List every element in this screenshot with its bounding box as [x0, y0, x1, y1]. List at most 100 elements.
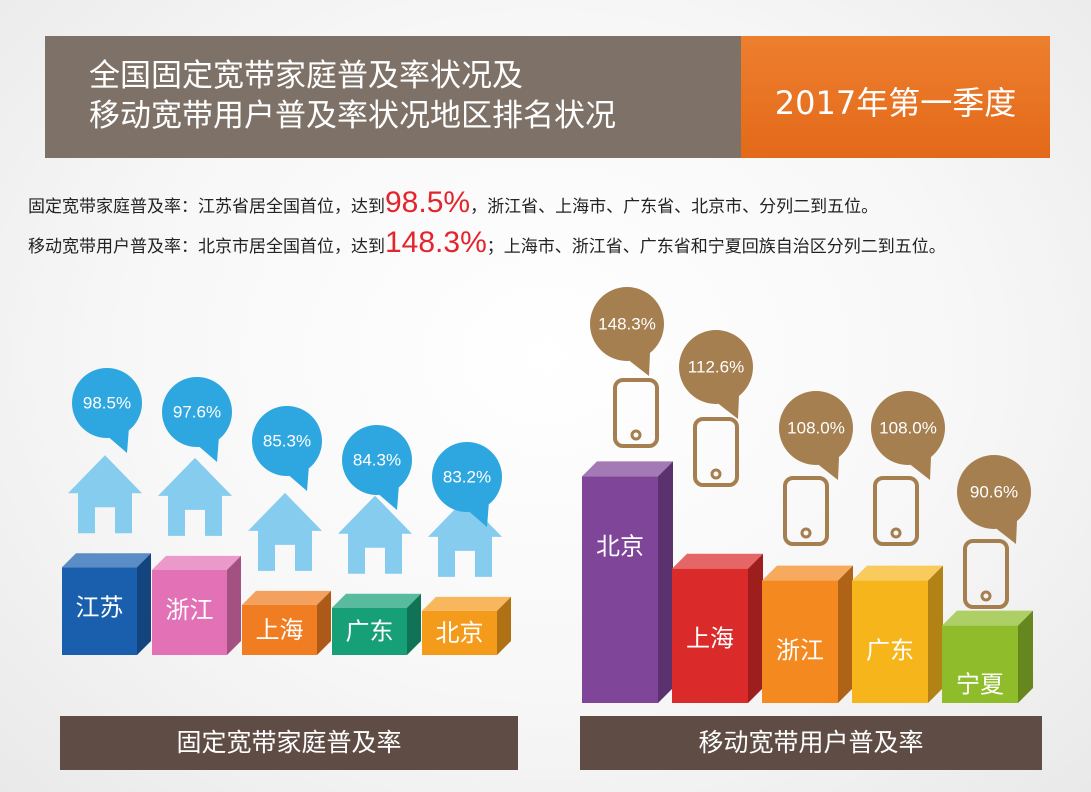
- house-shape: [248, 492, 322, 571]
- mobile-value-bubble-3-tail: [910, 456, 931, 480]
- mobile-value-bubble-3: 108.0%: [871, 391, 945, 480]
- phone-body: [693, 417, 739, 487]
- mobile-bar-label-0: 北京: [596, 532, 644, 560]
- header-title-panel: 全国固定宽带家庭普及率状况及 移动宽带用户普及率状况地区排名状况: [45, 36, 741, 158]
- fixed-bar-3-side: [407, 593, 421, 655]
- fixed-value-bubble-4: 83.2%: [432, 442, 502, 527]
- header-period-panel: 2017年第一季度: [741, 36, 1050, 158]
- fixed-bar-4-front: [422, 610, 497, 655]
- fixed-bar-1: [152, 555, 241, 655]
- mobile-value-bubble-1-label: 112.6%: [688, 358, 744, 377]
- mobile-bar-label-4: 宁夏: [956, 670, 1004, 698]
- fixed-value-bubble-2: 85.3%: [252, 406, 322, 491]
- phone-body: [873, 476, 919, 546]
- fixed-value-bubble-2-circle: [252, 406, 322, 476]
- mobile-bar-2-side: [838, 565, 853, 703]
- mobile-value-bubble-0-label: 148.3%: [598, 315, 656, 334]
- fixed-value-bubble-4-tail: [469, 504, 489, 527]
- fixed-value-bubble-1-tail: [199, 439, 219, 462]
- mobile-value-bubble-2: 108.0%: [779, 391, 853, 480]
- phone-button: [800, 527, 812, 539]
- fixed-value-bubble-4-label: 83.2%: [443, 468, 491, 487]
- mobile-bar-2: [762, 565, 853, 703]
- phone-icon: [963, 539, 1009, 609]
- fixed-value-bubble-4-circle: [432, 442, 502, 512]
- fixed-bar-0: [62, 553, 151, 655]
- mobile-summary-prefix: 移动宽带用户普及率：北京市居全国首位，达到: [28, 237, 385, 257]
- phone-button: [630, 429, 642, 441]
- fixed-bar-0-side: [137, 553, 151, 655]
- fixed-bar-label-4: 北京: [436, 619, 484, 647]
- mobile-value-bubble-4-label: 90.6%: [970, 483, 1018, 502]
- house-icon: [338, 495, 412, 574]
- fixed-value-bubble-2-tail: [289, 468, 309, 491]
- phone-icon: [693, 417, 739, 487]
- mobile-bar-1-top: [672, 553, 763, 569]
- mobile-bar-3: [852, 565, 943, 703]
- fixed-bar-label-1: 浙江: [166, 596, 214, 624]
- mobile-value-bubble-4-tail: [996, 520, 1017, 544]
- fixed-broadband-chart: 江苏 98.5% 浙江 97.6% 上海 85.3% 广东 84.3% 北京 83.2%: [62, 368, 511, 655]
- fixed-bar-2: [242, 590, 331, 655]
- fixed-value-bubble-1-circle: [162, 377, 232, 447]
- phone-body: [963, 539, 1009, 609]
- house-icon: [248, 492, 322, 571]
- fixed-summary-value: 98.5%: [385, 186, 471, 219]
- page-title: 全国固定宽带家庭普及率状况及 移动宽带用户普及率状况地区排名状况: [89, 56, 616, 136]
- mobile-bar-4-top: [942, 610, 1033, 626]
- fixed-value-bubble-0-tail: [109, 430, 129, 453]
- mobile-bar-0-front: [582, 476, 658, 703]
- fixed-bar-0-front: [62, 567, 137, 655]
- fixed-value-bubble-3-tail: [379, 487, 399, 510]
- fixed-chart-footer: 固定宽带家庭普及率: [60, 716, 518, 770]
- mobile-bar-2-front: [762, 580, 838, 703]
- title-line-2: 移动宽带用户普及率状况地区排名状况: [89, 98, 616, 134]
- fixed-value-bubble-3-label: 84.3%: [353, 451, 401, 470]
- mobile-bar-3-front: [852, 580, 928, 703]
- fixed-value-bubble-2-label: 85.3%: [263, 432, 311, 451]
- fixed-bar-1-front: [152, 569, 227, 655]
- mobile-value-bubble-2-label: 108.0%: [787, 419, 845, 438]
- period-label: 2017年第一季度: [774, 84, 1017, 122]
- phone-button: [710, 468, 722, 480]
- house-shape: [158, 457, 232, 536]
- fixed-value-bubble-0-circle: [72, 368, 142, 438]
- fixed-bar-1-top: [152, 555, 241, 570]
- fixed-summary-prefix: 固定宽带家庭普及率：江苏省居全国首位，达到: [28, 197, 385, 217]
- mobile-bar-4-side: [1018, 610, 1033, 703]
- fixed-value-bubble-1-label: 97.6%: [173, 403, 221, 422]
- house-icon: [68, 455, 142, 534]
- mobile-bar-label-3: 广东: [866, 637, 914, 665]
- title-line-1: 全国固定宽带家庭普及率状况及: [89, 58, 523, 94]
- mobile-value-bubble-1-tail: [718, 395, 739, 419]
- mobile-value-bubble-3-label: 108.0%: [879, 419, 937, 438]
- mobile-summary: 移动宽带用户普及率：北京市居全国首位，达到148.3%；上海市、浙江省、广东省和…: [28, 226, 946, 260]
- fixed-bar-3: [332, 593, 421, 655]
- mobile-value-bubble-0-tail: [629, 352, 650, 376]
- fixed-value-bubble-0-label: 98.5%: [83, 394, 131, 413]
- phone-button: [890, 527, 902, 539]
- phone-icon: [613, 378, 659, 448]
- mobile-value-bubble-4-circle: [957, 455, 1031, 529]
- mobile-value-bubble-0: 148.3%: [590, 287, 664, 376]
- mobile-bar-0-top: [582, 461, 673, 477]
- fixed-bar-2-top: [242, 590, 331, 605]
- fixed-bar-label-3: 广东: [346, 617, 394, 645]
- fixed-bar-3-front: [332, 607, 407, 655]
- fixed-value-bubble-0: 98.5%: [72, 368, 142, 453]
- mobile-bar-3-top: [852, 565, 943, 581]
- mobile-broadband-chart: 北京 148.3% 上海 112.6% 浙江 108.0% 广东 108.0% 宁夏 90.6%: [582, 287, 1033, 703]
- mobile-bar-1-side: [748, 553, 763, 703]
- fixed-bar-2-front: [242, 604, 317, 655]
- mobile-value-bubble-2-circle: [779, 391, 853, 465]
- mobile-bar-2-top: [762, 565, 853, 581]
- header-banner: 全国固定宽带家庭普及率状况及 移动宽带用户普及率状况地区排名状况 2017年第一…: [45, 36, 1050, 158]
- mobile-value-bubble-4: 90.6%: [957, 455, 1031, 544]
- phone-button: [980, 590, 992, 602]
- fixed-value-bubble-3-circle: [342, 425, 412, 495]
- mobile-value-bubble-0-circle: [590, 287, 664, 361]
- fixed-bar-0-top: [62, 553, 151, 568]
- fixed-bar-4-side: [497, 596, 511, 655]
- mobile-bar-0-side: [658, 461, 673, 703]
